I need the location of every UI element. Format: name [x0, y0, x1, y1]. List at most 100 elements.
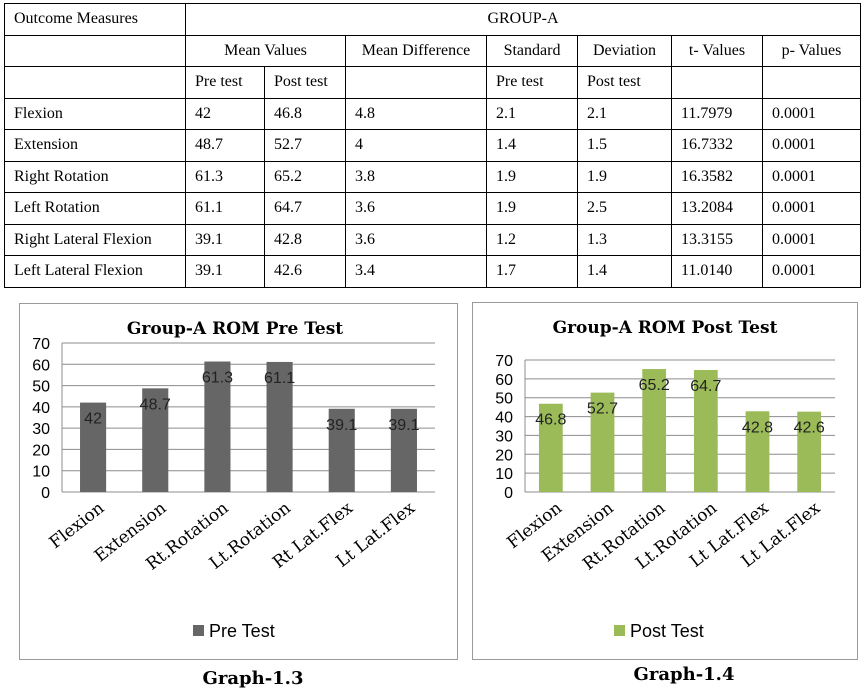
data-label: 46.8: [535, 412, 566, 429]
p-values-header: p- Values: [762, 34, 861, 67]
data-label: 42.8: [742, 419, 773, 436]
cell-t: 11.7979: [671, 97, 763, 130]
cell-mean-post: 42.8: [264, 223, 346, 256]
y-tick-label: 50: [32, 379, 50, 396]
y-tick-label: 10: [495, 466, 513, 483]
chart-title: Group-A ROM Pre Test: [127, 319, 343, 339]
empty-header-cell: [762, 66, 861, 99]
table-row: Right Lateral Flexion 39.1 42.8 3.6 1.2 1.3 13…: [4, 223, 861, 256]
y-tick-label: 70: [495, 353, 513, 370]
y-tick-label: 20: [495, 447, 513, 464]
legend-swatch: [193, 625, 204, 636]
bar: [745, 411, 770, 492]
bar: [266, 361, 293, 492]
cell-sd-post: 1.4: [577, 255, 672, 288]
graph-1-4-caption: Graph-1.4: [633, 664, 735, 685]
table-header-row-2: Mean Values Mean Difference Standard Dev…: [4, 34, 861, 67]
data-label: 42: [84, 411, 102, 428]
data-label: 64.7: [690, 378, 721, 395]
sd-pre-test-header: Pre test: [486, 66, 578, 99]
bar: [390, 408, 417, 492]
bar: [142, 388, 169, 492]
data-label: 39.1: [388, 417, 419, 434]
bar: [204, 361, 231, 492]
cell-t: 16.3582: [671, 160, 763, 193]
bar: [590, 392, 615, 492]
y-tick-label: 50: [495, 391, 513, 408]
cell-mean-pre: 39.1: [185, 255, 265, 288]
cell-t: 13.3155: [671, 223, 763, 256]
cell-p: 0.0001: [762, 160, 861, 193]
bar: [693, 369, 718, 492]
y-tick-label: 40: [32, 400, 50, 417]
bar: [80, 402, 107, 492]
bar: [538, 403, 563, 492]
mean-pre-test-header: Pre test: [185, 66, 265, 99]
cell-mean-diff: 3.4: [345, 255, 487, 288]
cell-sd-pre: 1.2: [486, 223, 578, 256]
table-row: Flexion 42 46.8 4.8 2.1 2.1 11.7979 0.0001: [4, 97, 861, 130]
cell-p: 0.0001: [762, 97, 861, 130]
cell-measure: Right Rotation: [4, 160, 186, 193]
sd-post-test-header: Post test: [577, 66, 672, 99]
y-tick-label: 70: [32, 336, 50, 353]
cell-t: 11.0140: [671, 255, 763, 288]
y-tick-label: 60: [32, 357, 50, 374]
y-tick-label: 0: [41, 485, 50, 502]
data-label: 52.7: [587, 401, 618, 418]
bar: [642, 369, 667, 492]
cell-sd-pre: 2.1: [486, 97, 578, 130]
table-header-row-3: Pre test Post test Pre test Post test: [4, 66, 861, 99]
cell-sd-post: 1.3: [577, 223, 672, 256]
legend-swatch: [614, 625, 625, 636]
cell-sd-post: 1.9: [577, 160, 672, 193]
outcome-table: Outcome Measures GROUP-A Mean Values Mea…: [4, 3, 861, 288]
cell-measure: Right Lateral Flexion: [4, 223, 186, 256]
table-row: Left Lateral Flexion 39.1 42.6 3.4 1.7 1.4 11.…: [4, 255, 861, 288]
cell-p: 0.0001: [762, 192, 861, 225]
group-a-header: GROUP-A: [185, 3, 861, 36]
deviation-header: Deviation: [577, 34, 672, 67]
y-tick-label: 60: [495, 372, 513, 389]
data-label: 39.1: [326, 417, 357, 434]
cell-mean-pre: 61.1: [185, 192, 265, 225]
bar: [328, 408, 355, 492]
y-tick-label: 0: [504, 485, 513, 502]
cell-p: 0.0001: [762, 129, 861, 162]
table-row: Left Rotation 61.1 64.7 3.6 1.9 2.5 13.2084 0.0…: [4, 192, 861, 225]
cell-mean-diff: 3.6: [345, 223, 487, 256]
mean-post-test-header: Post test: [264, 66, 346, 99]
legend-label: Post Test: [630, 621, 704, 641]
data-label: 61.3: [202, 370, 233, 387]
cell-mean-diff: 4: [345, 129, 487, 162]
y-tick-label: 20: [32, 442, 50, 459]
legend-label: Pre Test: [209, 621, 275, 641]
y-tick-label: 30: [495, 428, 513, 445]
table-header-row-1: Outcome Measures GROUP-A: [4, 3, 861, 36]
mean-values-header: Mean Values: [185, 34, 346, 67]
cell-mean-post: 42.6: [264, 255, 346, 288]
data-label: 65.2: [639, 377, 670, 394]
cell-mean-post: 64.7: [264, 192, 346, 225]
outcome-measures-header: Outcome Measures: [4, 3, 186, 36]
graph-1-3-caption: Graph-1.3: [202, 668, 304, 689]
cell-p: 0.0001: [762, 255, 861, 288]
cell-mean-diff: 3.8: [345, 160, 487, 193]
data-label: 48.7: [140, 396, 171, 413]
cell-measure: Left Lateral Flexion: [4, 255, 186, 288]
cell-measure: Flexion: [4, 97, 186, 130]
cell-sd-pre: 1.7: [486, 255, 578, 288]
data-label: 61.1: [264, 370, 295, 387]
chart-title: Group-A ROM Post Test: [553, 318, 778, 338]
empty-header-cell: [345, 66, 487, 99]
cell-sd-post: 2.1: [577, 97, 672, 130]
bar: [797, 411, 822, 492]
cell-mean-post: 65.2: [264, 160, 346, 193]
cell-mean-diff: 3.6: [345, 192, 487, 225]
y-tick-label: 40: [495, 410, 513, 427]
data-label: 42.6: [794, 420, 825, 437]
cell-t: 16.7332: [671, 129, 763, 162]
cell-measure: Left Rotation: [4, 192, 186, 225]
